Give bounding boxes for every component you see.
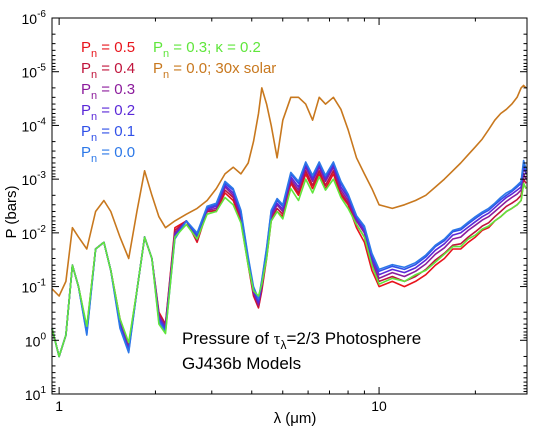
plot-frame bbox=[51, 17, 528, 395]
y-tick-label: 10-1 bbox=[22, 278, 47, 296]
legend-subscript: n bbox=[163, 48, 169, 60]
legend-text: = 0.3 bbox=[97, 81, 135, 98]
legend-symbol: P bbox=[81, 39, 91, 56]
legend-text: = 0.3; κ = 0.2 bbox=[169, 39, 261, 56]
legend-entry-1: Pn = 0.4 bbox=[81, 60, 135, 81]
legend-text: = 0.1 bbox=[97, 123, 135, 140]
legend-entry-3: Pn = 0.2 bbox=[81, 102, 135, 123]
y-tick-label: 101 bbox=[25, 385, 47, 403]
series-layer bbox=[51, 84, 527, 358]
legend-entry-6: Pn = 0.3; κ = 0.2 bbox=[153, 39, 261, 60]
tau-symbol: τ bbox=[274, 329, 281, 348]
annotation-prefix: Pressure of bbox=[182, 329, 274, 348]
annotation-line-2: GJ436b Models bbox=[182, 354, 301, 373]
y-axis-label: P (bars) bbox=[3, 185, 20, 238]
y-tick-label: 100 bbox=[25, 331, 47, 349]
legend-entry-7: Pn = 0.0; 30x solar bbox=[153, 60, 276, 81]
legend-symbol: P bbox=[81, 144, 91, 161]
x-tick-label: 10 bbox=[371, 398, 387, 414]
series-line-7 bbox=[51, 175, 527, 358]
legend-subscript: n bbox=[91, 90, 97, 102]
annotation-line-1: Pressure of τλ=2/3 Photosphere bbox=[182, 329, 421, 352]
axis-layer: 10-6 10-5 10-4 10-3 10-2 10-1 100 101 1 10 bbox=[22, 9, 527, 414]
annotation-suffix: =2/3 Photosphere bbox=[287, 329, 422, 348]
legend-subscript: n bbox=[91, 69, 97, 81]
x-tick-label: 1 bbox=[55, 398, 63, 414]
legend-entry-2: Pn = 0.3 bbox=[81, 81, 135, 102]
y-tick-label: 10-2 bbox=[22, 224, 47, 242]
legend-entry-0: Pn = 0.5 bbox=[81, 39, 135, 60]
legend-text: = 0.0 bbox=[97, 144, 135, 161]
legend-text: = 0.0; 30x solar bbox=[169, 60, 276, 77]
legend-entry-5: Pn = 0.0 bbox=[81, 144, 135, 165]
x-axis-label: λ (μm) bbox=[274, 410, 317, 427]
series-line-0 bbox=[51, 84, 527, 297]
legend-subscript: n bbox=[91, 48, 97, 60]
legend-symbol: P bbox=[81, 81, 91, 98]
y-tick-label: 10-6 bbox=[22, 9, 47, 27]
legend-subscript: n bbox=[91, 111, 97, 123]
legend-text: = 0.5 bbox=[97, 39, 135, 56]
legend-text: = 0.4 bbox=[97, 60, 135, 77]
y-tick-label: 10-4 bbox=[22, 116, 47, 134]
legend-subscript: n bbox=[163, 69, 169, 81]
legend-subscript: n bbox=[91, 153, 97, 165]
legend-entry-4: Pn = 0.1 bbox=[81, 123, 135, 144]
legend-symbol: P bbox=[81, 102, 91, 119]
legend-symbol: P bbox=[153, 60, 163, 77]
legend-symbol: P bbox=[81, 60, 91, 77]
legend-symbol: P bbox=[81, 123, 91, 140]
legend-symbol: P bbox=[153, 39, 163, 56]
legend-subscript: n bbox=[91, 132, 97, 144]
legend: Pn = 0.5 Pn = 0.4 Pn = 0.3 Pn = 0.2 Pn =… bbox=[81, 39, 276, 165]
annotation: Pressure of τλ=2/3 Photosphere GJ436b Mo… bbox=[182, 329, 421, 373]
tau-subscript: λ bbox=[281, 338, 287, 352]
y-tick-label: 10-5 bbox=[22, 63, 47, 81]
legend-text: = 0.2 bbox=[97, 102, 135, 119]
y-tick-label: 10-3 bbox=[22, 170, 47, 188]
